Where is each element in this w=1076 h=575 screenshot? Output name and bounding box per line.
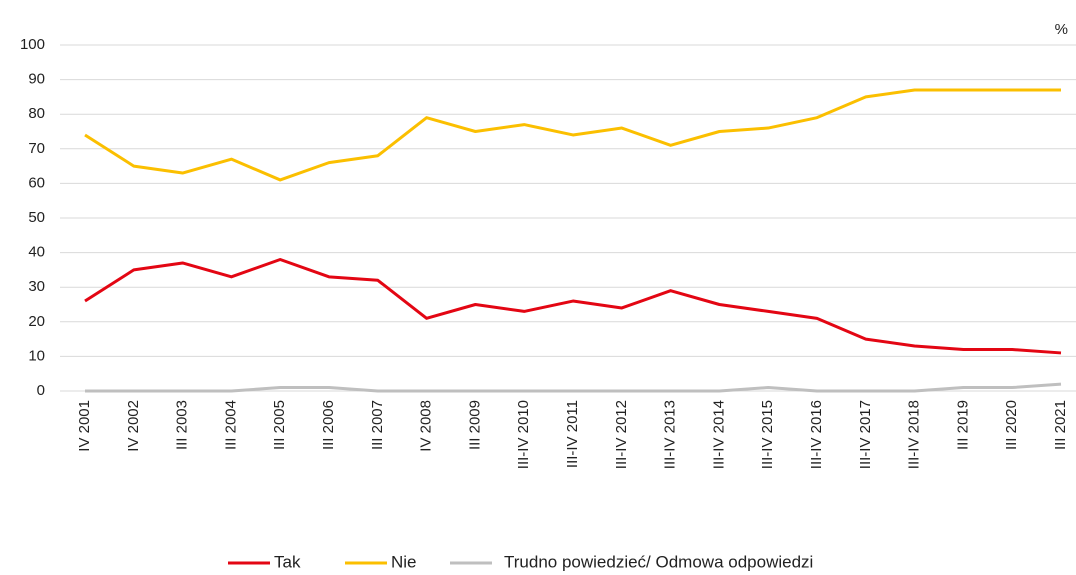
x-tick-label: III 2005 xyxy=(271,400,288,450)
y-tick-label: 30 xyxy=(28,278,45,295)
unit-label: % xyxy=(1055,21,1068,38)
legend-label: Trudno powiedzieć/ Odmowa odpowiedzi xyxy=(504,552,813,571)
x-tick-label: III-IV 2010 xyxy=(515,400,532,469)
x-tick-label: III 2021 xyxy=(1052,400,1069,450)
x-tick-label: III 2020 xyxy=(1003,400,1020,450)
y-tick-label: 10 xyxy=(28,347,45,364)
x-tick-label: III 2009 xyxy=(466,400,483,450)
y-tick-label: 60 xyxy=(28,174,45,191)
x-tick-label: III-IV 2012 xyxy=(613,400,630,469)
y-tick-label: 80 xyxy=(28,105,45,122)
x-tick-label: III-IV 2016 xyxy=(808,400,825,469)
y-tick-label: 40 xyxy=(28,244,45,261)
x-tick-label: III-IV 2015 xyxy=(759,400,776,469)
x-tick-label: IV 2001 xyxy=(76,400,93,452)
x-tick-label: IV 2008 xyxy=(418,400,435,452)
x-tick-label: III-IV 2018 xyxy=(906,400,923,469)
x-tick-label: III 2019 xyxy=(954,400,971,450)
x-tick-label: IV 2002 xyxy=(125,400,142,452)
x-tick-label: III-IV 2014 xyxy=(710,400,727,469)
x-tick-label: III-IV 2011 xyxy=(564,400,581,468)
y-tick-label: 20 xyxy=(28,313,45,330)
series-line xyxy=(84,258,1062,355)
y-tick-label: 50 xyxy=(28,209,45,226)
y-tick-label: 70 xyxy=(28,140,45,157)
x-tick-label: III 2003 xyxy=(174,400,191,450)
legend-label: Tak xyxy=(274,552,301,571)
x-tick-label: III 2007 xyxy=(369,400,386,450)
series-line xyxy=(84,88,1061,182)
y-tick-label: 90 xyxy=(28,71,45,88)
legend-label: Nie xyxy=(391,552,417,571)
series-line xyxy=(85,382,1062,393)
x-tick-label: III-IV 2017 xyxy=(857,400,874,469)
y-tick-label: 100 xyxy=(20,36,45,53)
x-tick-label: III 2004 xyxy=(222,400,239,450)
x-tick-label: III-IV 2013 xyxy=(662,400,679,469)
x-tick-label: III 2006 xyxy=(320,400,337,450)
y-tick-label: 0 xyxy=(37,382,45,399)
